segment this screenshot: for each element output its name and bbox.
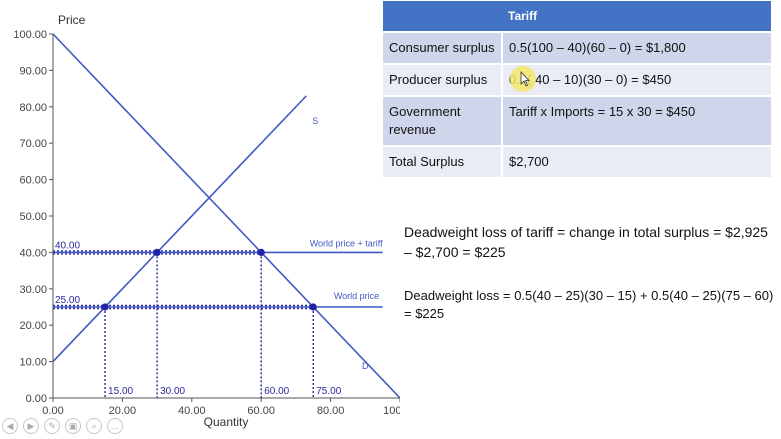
x-tick-label: 60.00 bbox=[247, 405, 275, 417]
table-header-blank bbox=[383, 1, 502, 32]
world-price-tariff-label: World price + tariff bbox=[310, 238, 383, 248]
equilibrium-point bbox=[257, 248, 265, 256]
y-tick-label: 80.00 bbox=[19, 102, 47, 114]
equilibrium-point bbox=[101, 303, 109, 311]
row-label-consumer-surplus: Consumer surplus bbox=[383, 31, 503, 64]
row-label-total-surplus: Total Surplus bbox=[383, 145, 503, 177]
supply-label: S bbox=[312, 116, 318, 126]
price-tariff-value-label: 40.00 bbox=[55, 240, 80, 251]
price-world-value-label: 25.00 bbox=[55, 295, 80, 306]
surplus-table: Tariff Consumer surplus 0.5(100 – 40)(60… bbox=[383, 1, 771, 177]
equilibrium-points bbox=[101, 248, 317, 311]
previous-icon[interactable]: ◀ bbox=[2, 418, 18, 434]
player-controls: ◀ ▶ ✎ ▣ ⌕ … bbox=[2, 418, 123, 434]
chart-labels: S D World price + tariff World price 40.00 25… bbox=[55, 116, 383, 397]
quantity-value-label: 75.00 bbox=[316, 386, 341, 397]
table-row: Producer surplus 0.5( 40 – 10)(30 – 0) =… bbox=[383, 63, 771, 96]
equilibrium-point bbox=[309, 303, 317, 311]
quantity-value-label: 60.00 bbox=[264, 386, 289, 397]
y-tick-label: 20.00 bbox=[19, 320, 47, 332]
y-tick-label: 10.00 bbox=[19, 357, 47, 369]
row-value-producer-surplus: 0.5( 40 – 10)(30 – 0) = $450 bbox=[502, 63, 771, 96]
slides-icon[interactable]: ▣ bbox=[65, 418, 81, 434]
x-tick-label: 100.00 bbox=[383, 405, 400, 417]
x-axis-label: Quantity bbox=[204, 415, 249, 429]
row-value-government-revenue: Tariff x Imports = 15 x 30 = $450 bbox=[502, 95, 771, 146]
row-value-consumer-surplus: 0.5(100 – 40)(60 – 0) = $1,800 bbox=[502, 31, 771, 64]
table-row: Total Surplus $2,700 bbox=[383, 145, 771, 177]
y-tick-label: 100.00 bbox=[13, 29, 47, 41]
series-lines bbox=[52, 33, 400, 399]
x-tick-label: 80.00 bbox=[317, 405, 345, 417]
chart-axes: 0.00 10.00 20.00 30.00 40.00 50.00 60.00 70.00 8… bbox=[13, 29, 400, 417]
equilibrium-point bbox=[153, 248, 161, 256]
series-line-d bbox=[52, 33, 400, 399]
deadweight-loss-formula-note: Deadweight loss = 0.5(40 – 25)(30 – 15) … bbox=[404, 288, 774, 321]
series-line-s bbox=[52, 95, 307, 363]
row-value-total-surplus: $2,700 bbox=[502, 145, 771, 177]
y-tick-label: 60.00 bbox=[19, 175, 47, 187]
x-tick-label: 40.00 bbox=[178, 405, 206, 417]
zoom-icon[interactable]: ⌕ bbox=[86, 418, 102, 434]
row-label-government-revenue: Government revenue bbox=[383, 95, 503, 146]
y-tick-label: 30.00 bbox=[19, 284, 47, 296]
reference-lines bbox=[53, 250, 314, 398]
y-tick-label: 40.00 bbox=[19, 247, 47, 259]
pen-icon[interactable]: ✎ bbox=[44, 418, 60, 434]
world-price-label: World price bbox=[334, 291, 379, 301]
x-tick-label: 20.00 bbox=[109, 405, 137, 417]
table-row: Consumer surplus 0.5(100 – 40)(60 – 0) =… bbox=[383, 31, 771, 64]
row-label-producer-surplus: Producer surplus bbox=[383, 63, 503, 96]
demand-label: D bbox=[362, 361, 369, 371]
price-quantity-chart: Price Quantity 0.00 10.00 20.00 30.00 40.00 5… bbox=[13, 13, 400, 429]
chart-title: Price bbox=[58, 13, 86, 27]
deadweight-loss-total-note: Deadweight loss of tariff = change in to… bbox=[404, 224, 768, 260]
x-tick-label: 0.00 bbox=[42, 405, 63, 417]
table-header-row: Tariff bbox=[383, 1, 771, 32]
next-icon[interactable]: ▶ bbox=[23, 418, 39, 434]
y-tick-label: 70.00 bbox=[19, 138, 47, 150]
quantity-value-label: 15.00 bbox=[108, 386, 133, 397]
table-row: Government revenue Tariff x Imports = 15… bbox=[383, 95, 771, 146]
quantity-value-label: 30.00 bbox=[160, 386, 185, 397]
y-tick-label: 50.00 bbox=[19, 211, 47, 223]
y-tick-label: 0.00 bbox=[26, 393, 47, 405]
y-tick-label: 90.00 bbox=[19, 65, 47, 77]
mouse-cursor-icon bbox=[510, 66, 536, 92]
table-header-tariff: Tariff bbox=[502, 1, 771, 32]
more-icon[interactable]: … bbox=[107, 418, 123, 434]
